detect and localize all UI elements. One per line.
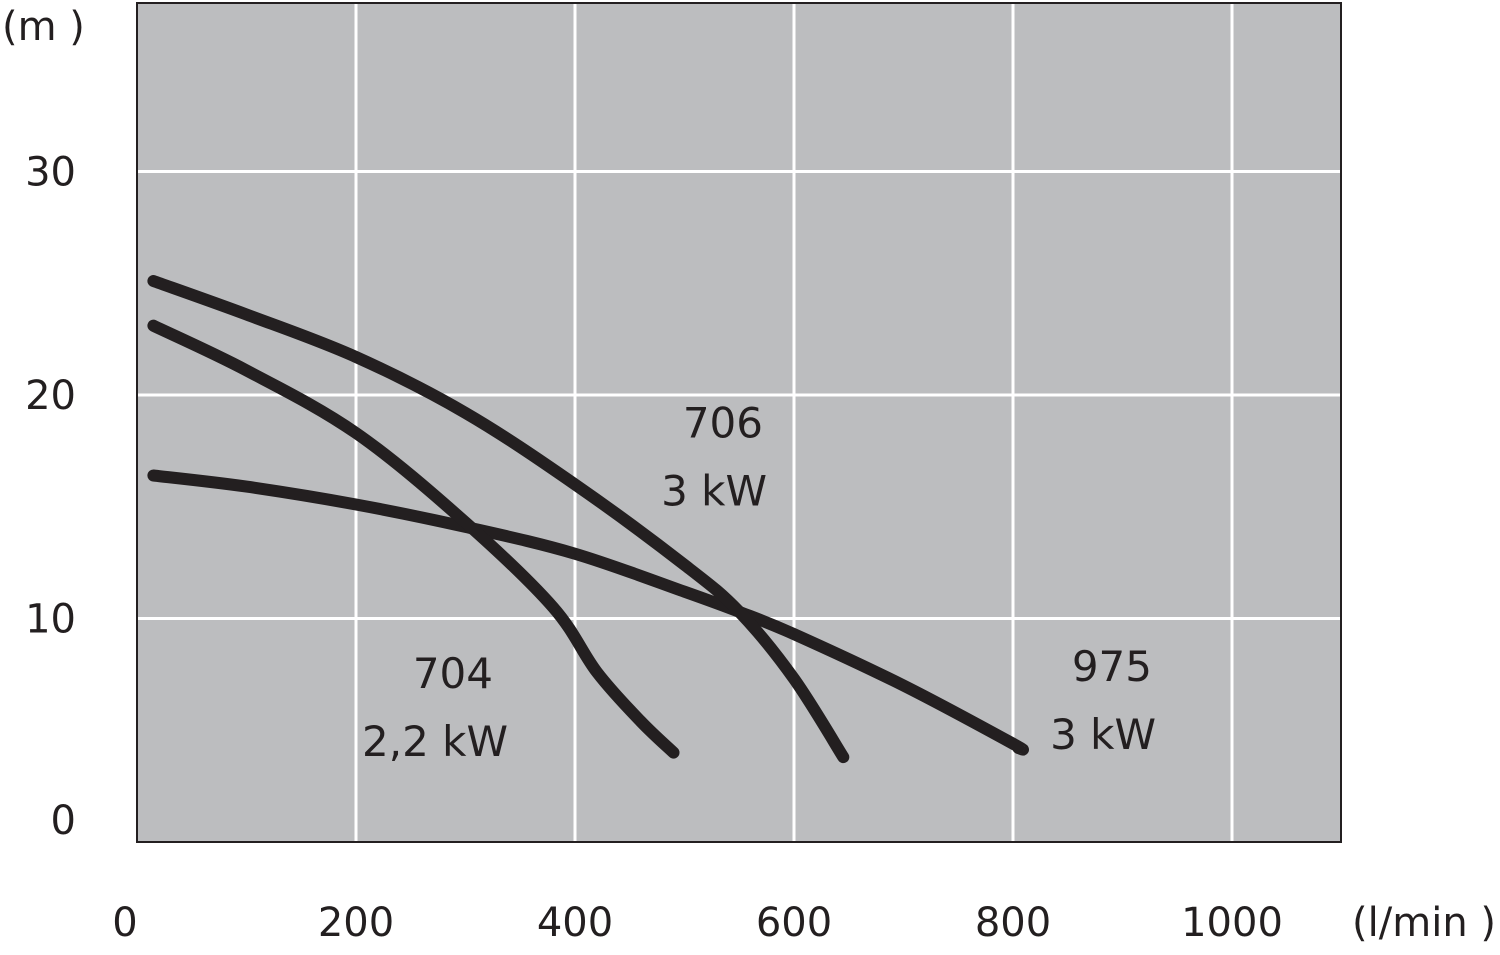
series-label-975-power: 3 kW	[1050, 710, 1156, 759]
series-label-704-model: 704	[413, 649, 493, 698]
series-line-706	[147, 275, 850, 764]
x-axis-unit-label: (l/min )	[1352, 900, 1496, 946]
series-label-704-power: 2,2 kW	[362, 717, 508, 766]
y-tick-label: 20	[25, 373, 76, 419]
y-axis-unit-label: (m )	[2, 4, 85, 50]
y-tick-label: 0	[51, 798, 76, 844]
series-line-704	[147, 319, 680, 759]
series-label-706-power: 3 kW	[661, 466, 767, 515]
x-tick-label: 400	[537, 900, 613, 946]
x-tick-label: 0	[112, 900, 137, 946]
x-tick-label: 600	[756, 900, 832, 946]
series-label-975-model: 975	[1072, 642, 1152, 691]
series-label-706-model: 706	[683, 398, 763, 447]
plot-frame	[136, 2, 1342, 843]
x-tick-label: 200	[318, 900, 394, 946]
x-tick-label: 1000	[1181, 900, 1283, 946]
y-tick-label: 30	[25, 150, 76, 196]
series-line-975	[147, 469, 1029, 756]
x-tick-label: 800	[975, 900, 1051, 946]
y-tick-label: 10	[25, 597, 76, 643]
